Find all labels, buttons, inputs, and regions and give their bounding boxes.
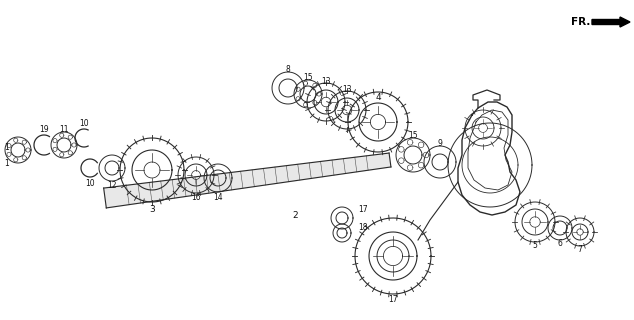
Text: 13: 13 xyxy=(342,85,352,94)
Text: 1: 1 xyxy=(4,143,10,153)
Text: 9: 9 xyxy=(437,139,443,148)
Text: 6: 6 xyxy=(557,239,562,249)
Text: 17: 17 xyxy=(358,205,368,214)
Text: 16: 16 xyxy=(191,194,201,203)
Text: 3: 3 xyxy=(149,205,155,214)
Text: 14: 14 xyxy=(213,193,223,202)
Text: 2: 2 xyxy=(292,211,298,220)
Text: 13: 13 xyxy=(321,77,331,86)
Text: 4: 4 xyxy=(375,93,381,102)
Polygon shape xyxy=(104,153,391,208)
Text: FR.: FR. xyxy=(571,17,590,27)
FancyArrow shape xyxy=(592,17,630,27)
Text: 10: 10 xyxy=(79,118,89,127)
Text: 11: 11 xyxy=(59,125,68,134)
Text: 15: 15 xyxy=(303,74,313,83)
Text: 5: 5 xyxy=(533,242,538,251)
Text: 19: 19 xyxy=(39,125,49,134)
Text: 17: 17 xyxy=(388,295,398,305)
Text: 10: 10 xyxy=(85,179,95,188)
Text: 1: 1 xyxy=(4,158,10,167)
Text: 15: 15 xyxy=(408,132,418,140)
Text: 8: 8 xyxy=(286,66,290,75)
Text: 12: 12 xyxy=(107,180,117,189)
Text: 18: 18 xyxy=(358,223,368,233)
Text: 7: 7 xyxy=(578,245,583,254)
